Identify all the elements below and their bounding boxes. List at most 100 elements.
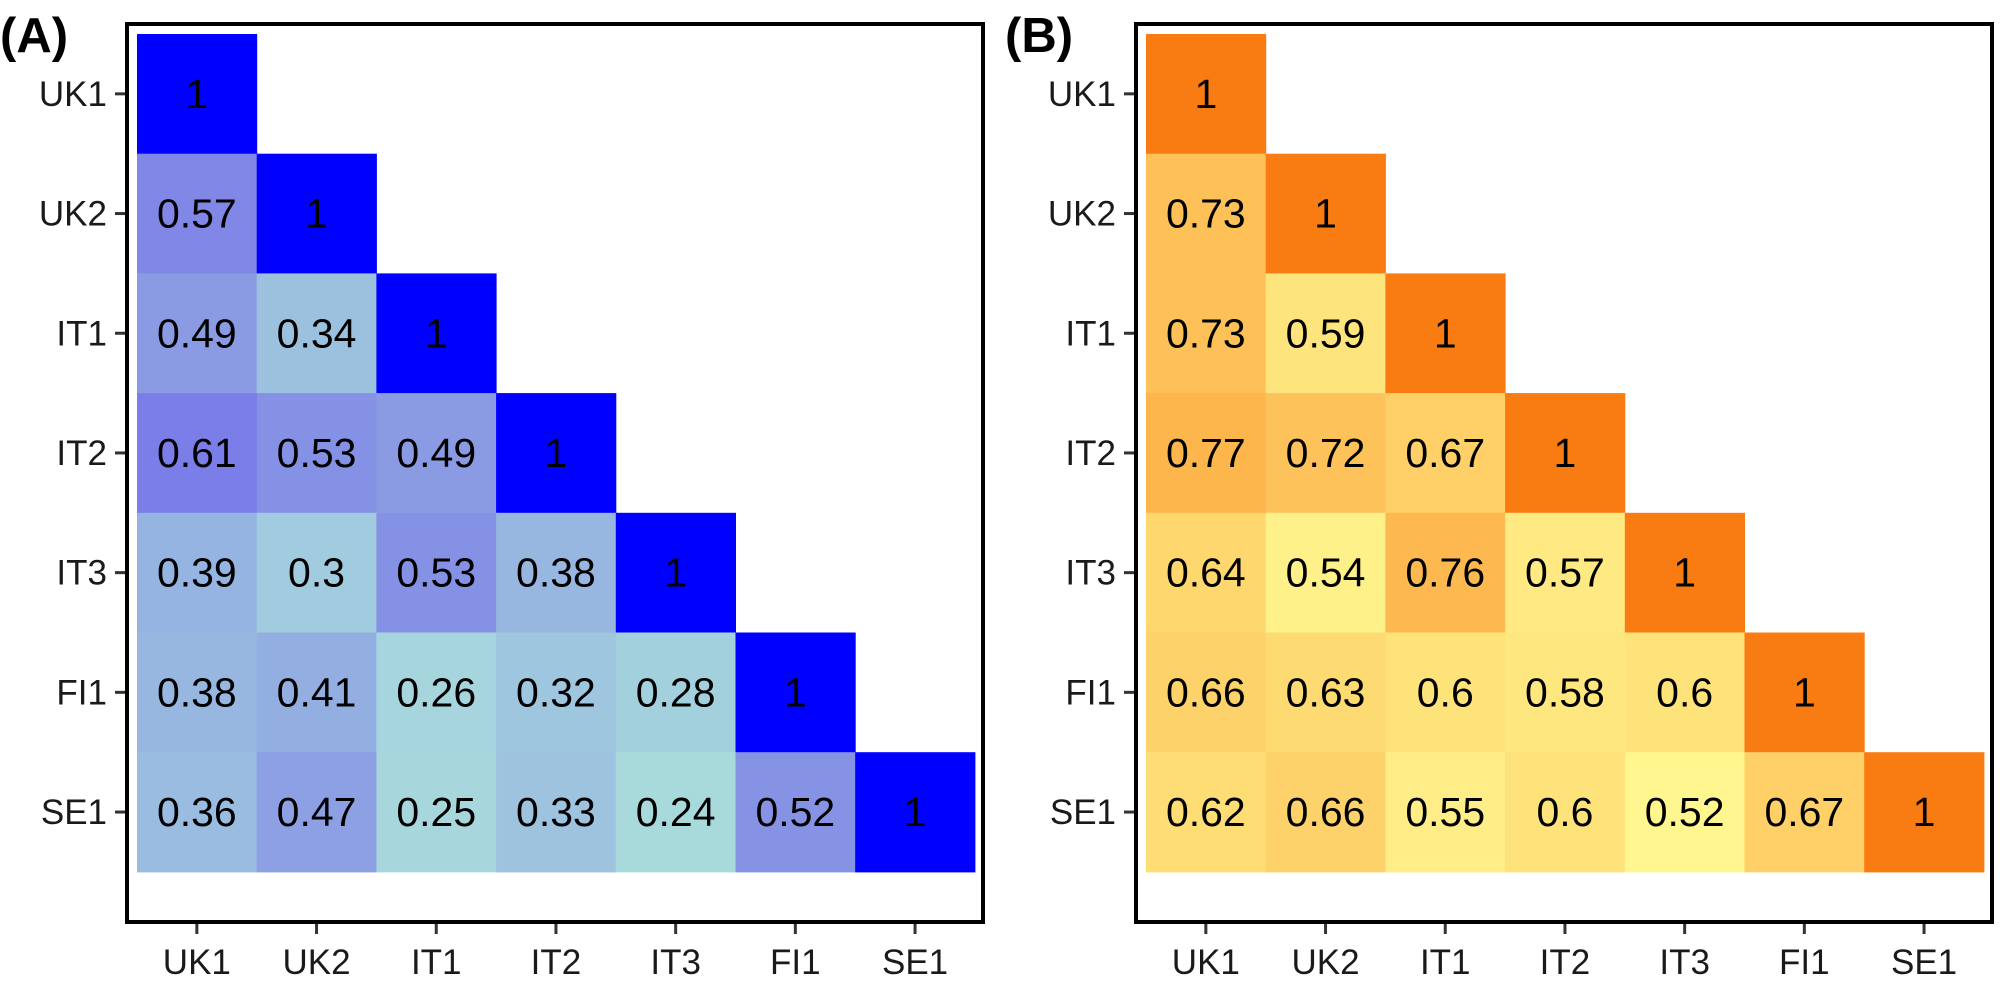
y-tick-label: UK1 <box>1048 75 1116 114</box>
heatmap-cell-se1-se1 <box>855 752 976 873</box>
cell-value-label: 0.34 <box>277 310 357 356</box>
x-tick-label: SE1 <box>882 943 948 982</box>
heatmap-cell-fi1-it3 <box>615 632 736 753</box>
heatmap-cell-se1-it2 <box>1505 752 1626 873</box>
heatmap-cell-fi1-it2 <box>1505 632 1626 753</box>
x-tick-label: UK1 <box>163 943 231 982</box>
y-tick-label: UK2 <box>39 195 107 234</box>
cell-value-label: 0.6 <box>1536 789 1593 835</box>
cell-value-label: 0.59 <box>1286 310 1366 356</box>
heatmap-cell-it3-it3 <box>1624 512 1745 633</box>
cell-value-label: 1 <box>1194 71 1217 117</box>
cell-value-label: 0.67 <box>1764 789 1844 835</box>
cell-value-label: 0.76 <box>1405 550 1485 596</box>
y-tick-label: IT1 <box>56 314 107 353</box>
cell-value-label: 0.61 <box>157 430 237 476</box>
x-tick-label: IT2 <box>1540 943 1591 982</box>
cell-value-label: 0.52 <box>1645 789 1725 835</box>
cell-value-label: 0.38 <box>516 550 596 596</box>
cell-value-label: 0.58 <box>1525 669 1605 715</box>
heatmap-cell-se1-fi1 <box>735 752 856 873</box>
heatmap-cell-fi1-uk2 <box>256 632 377 753</box>
cell-value-label: 0.25 <box>396 789 476 835</box>
heatmap-cell-fi1-fi1 <box>1744 632 1865 753</box>
x-tick-label: FI1 <box>770 943 821 982</box>
cell-value-label: 0.57 <box>157 191 237 237</box>
cell-value-label: 0.32 <box>516 669 596 715</box>
heatmap-cell-se1-it1 <box>1385 752 1506 873</box>
cell-value-label: 0.77 <box>1166 430 1246 476</box>
heatmap-cell-it3-it2 <box>496 512 617 633</box>
panel-frame <box>125 22 985 924</box>
heatmap-cell-it2-uk1 <box>137 393 258 514</box>
heatmap-cell-it3-it1 <box>1385 512 1506 633</box>
heatmap-cell-se1-uk1 <box>1146 752 1267 873</box>
heatmap-cell-it2-uk2 <box>1265 393 1386 514</box>
heatmap-cell-fi1-uk1 <box>1146 632 1267 753</box>
heatmap-cell-it2-it1 <box>1385 393 1506 514</box>
y-tick-label: FI1 <box>1065 673 1116 712</box>
cell-value-label: 0.73 <box>1166 310 1246 356</box>
y-tick-label: IT2 <box>1065 434 1116 473</box>
cell-value-label: 0.3 <box>288 550 345 596</box>
y-tick-label: SE1 <box>41 793 107 832</box>
x-tick-label: IT3 <box>650 943 701 982</box>
heatmap-cell-uk2-uk2 <box>1265 153 1386 274</box>
cell-value-label: 1 <box>1793 669 1816 715</box>
cell-value-label: 0.6 <box>1417 669 1474 715</box>
cell-value-label: 1 <box>305 191 328 237</box>
heatmap-cell-uk1-uk1 <box>1146 34 1267 155</box>
heatmap-cell-it3-it1 <box>376 512 497 633</box>
heatmap-cell-it1-it1 <box>376 273 497 394</box>
cell-value-label: 0.57 <box>1525 550 1605 596</box>
cell-value-label: 0.39 <box>157 550 237 596</box>
cell-value-label: 1 <box>1673 550 1696 596</box>
cell-value-label: 0.66 <box>1286 789 1366 835</box>
heatmap-cell-fi1-fi1 <box>735 632 856 753</box>
heatmap-cell-fi1-it2 <box>496 632 617 753</box>
cell-value-label: 0.53 <box>396 550 476 596</box>
heatmap-cell-uk2-uk2 <box>256 153 377 274</box>
cell-value-label: 1 <box>545 430 568 476</box>
cell-value-label: 1 <box>1554 430 1577 476</box>
heatmap-cell-se1-uk2 <box>1265 752 1386 873</box>
heatmap-cell-it1-uk2 <box>1265 273 1386 394</box>
y-tick-label: IT2 <box>56 434 107 473</box>
x-tick-label: FI1 <box>1779 943 1830 982</box>
x-tick-label: IT3 <box>1659 943 1710 982</box>
cell-value-label: 0.72 <box>1286 430 1366 476</box>
heatmap-cell-it2-it1 <box>376 393 497 514</box>
heatmap-cell-it1-uk1 <box>137 273 258 394</box>
x-tick-label: IT1 <box>1420 943 1471 982</box>
cell-value-label: 1 <box>1314 191 1337 237</box>
cell-value-label: 0.64 <box>1166 550 1246 596</box>
heatmap-cell-uk2-uk1 <box>137 153 258 274</box>
heatmap-cell-uk2-uk1 <box>1146 153 1267 274</box>
y-tick-label: SE1 <box>1050 793 1116 832</box>
heatmap-cell-se1-uk1 <box>137 752 258 873</box>
cell-value-label: 0.24 <box>636 789 716 835</box>
heatmap-cell-uk1-uk1 <box>137 34 258 155</box>
y-tick-label: UK1 <box>39 75 107 114</box>
cell-value-label: 0.49 <box>157 310 237 356</box>
cell-value-label: 0.62 <box>1166 789 1246 835</box>
panel-frame <box>1134 22 1994 924</box>
cell-value-label: 0.6 <box>1656 669 1713 715</box>
y-tick-label: IT3 <box>1065 554 1116 593</box>
cell-value-label: 0.67 <box>1405 430 1485 476</box>
cell-value-label: 0.54 <box>1286 550 1366 596</box>
heatmap-cell-fi1-it1 <box>1385 632 1506 753</box>
heatmap-cell-fi1-it1 <box>376 632 497 753</box>
heatmap-cell-fi1-uk1 <box>137 632 258 753</box>
heatmap-cell-se1-it3 <box>615 752 736 873</box>
cell-value-label: 0.49 <box>396 430 476 476</box>
cell-value-label: 1 <box>1913 789 1936 835</box>
cell-value-label: 0.28 <box>636 669 716 715</box>
heatmap-cell-it3-uk1 <box>137 512 258 633</box>
cell-value-label: 1 <box>664 550 687 596</box>
heatmap-cell-it3-uk2 <box>256 512 377 633</box>
y-tick-label: IT1 <box>1065 314 1116 353</box>
x-tick-label: UK1 <box>1172 943 1240 982</box>
cell-value-label: 0.55 <box>1405 789 1485 835</box>
